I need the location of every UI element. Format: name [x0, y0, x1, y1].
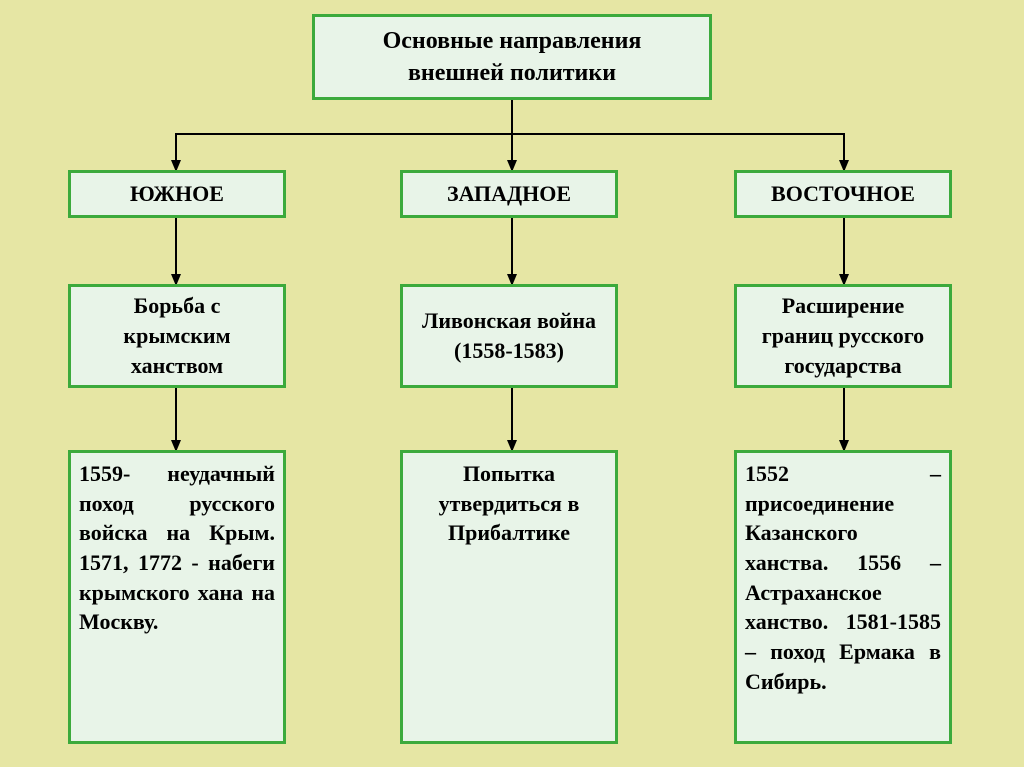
policy-east-text: Расширение границ русского государства — [745, 291, 941, 380]
details-west: Попытка утвердиться в Прибалтике — [400, 450, 618, 744]
title-line2: внешней политики — [408, 60, 616, 86]
direction-south: ЮЖНОЕ — [68, 170, 286, 218]
direction-east: ВОСТОЧНОЕ — [734, 170, 952, 218]
direction-west: ЗАПАДНОЕ — [400, 170, 618, 218]
title-box: Основные направления внешней политики — [312, 14, 712, 100]
direction-east-label: ВОСТОЧНОЕ — [745, 179, 941, 209]
details-east-text: 1552 – присоединение Казанского ханства.… — [745, 459, 941, 697]
policy-south: Борьба с крымским ханством — [68, 284, 286, 388]
direction-south-label: ЮЖНОЕ — [79, 179, 275, 209]
details-west-text: Попытка утвердиться в Прибалтике — [411, 459, 607, 548]
title-line1: Основные направления — [383, 28, 642, 54]
details-south: 1559- неудачный поход русского войска на… — [68, 450, 286, 744]
connector-arrow — [176, 100, 512, 170]
connector-arrow — [512, 100, 844, 170]
details-south-text: 1559- неудачный поход русского войска на… — [79, 459, 275, 637]
policy-east: Расширение границ русского государства — [734, 284, 952, 388]
details-east: 1552 – присоединение Казанского ханства.… — [734, 450, 952, 744]
policy-south-text: Борьба с крымским ханством — [79, 291, 275, 380]
policy-west: Ливонская война (1558-1583) — [400, 284, 618, 388]
direction-west-label: ЗАПАДНОЕ — [411, 179, 607, 209]
policy-west-text: Ливонская война (1558-1583) — [411, 306, 607, 365]
